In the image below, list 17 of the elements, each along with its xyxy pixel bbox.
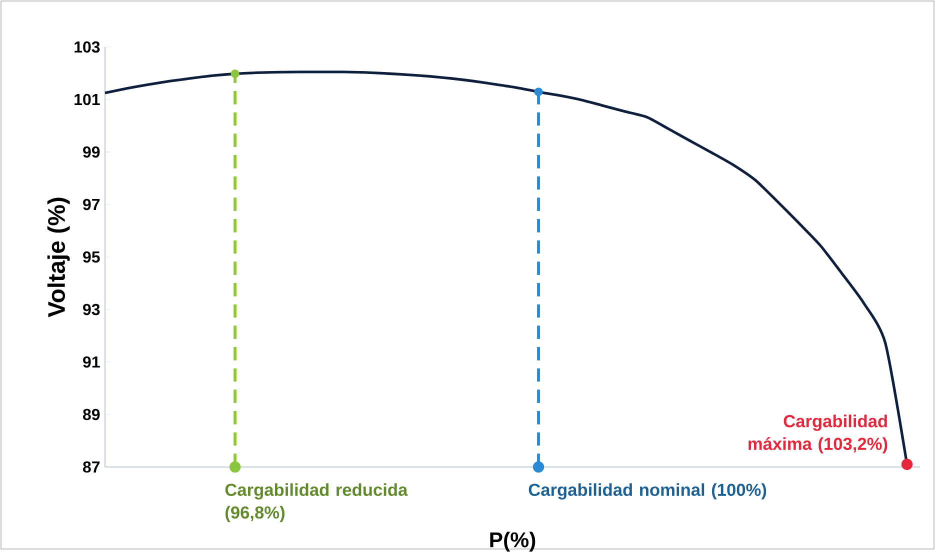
y-tick-label: 87 — [83, 461, 100, 473]
text: Cargabilidad reducida (96,8%) — [225, 483, 408, 522]
y-tick-label: 93 — [83, 304, 100, 316]
y-tick-label: 99 — [83, 146, 100, 158]
point — [532, 461, 544, 473]
text: Cargabilidad nominal (100%) — [528, 483, 766, 500]
point — [229, 461, 241, 473]
x-axis-title: P(%) — [490, 532, 536, 552]
y-axis-title: Voltaje (%) — [47, 198, 70, 318]
y-tick-label: 95 — [83, 251, 100, 263]
y-tick-label: 89 — [83, 408, 100, 420]
y-tick-label: 91 — [83, 356, 100, 368]
y-tick-label: 101 — [74, 94, 100, 106]
y-tick-label: 103 — [74, 41, 100, 53]
y-tick-label: 97 — [83, 198, 100, 210]
point — [901, 458, 913, 470]
annotation: Cargabilidad máxima (103,2%) — [748, 414, 888, 454]
